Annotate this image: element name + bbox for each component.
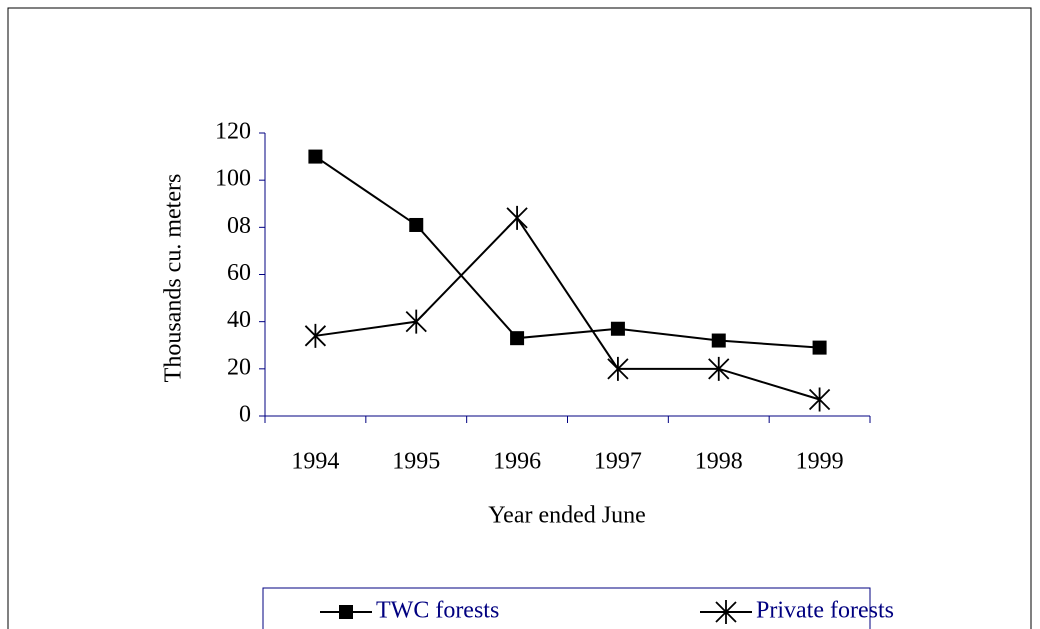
x-tick-label: 1997 xyxy=(594,449,642,475)
y-tick-label: 20 xyxy=(227,354,251,380)
data-point xyxy=(708,356,730,381)
y-tick-label: 40 xyxy=(227,307,251,333)
y-tick-label: 08 xyxy=(227,213,251,239)
x-tick-label: 1995 xyxy=(392,449,440,475)
y-tick-label: 0 xyxy=(239,402,251,428)
legend-box xyxy=(262,587,871,629)
legend-label: TWC forests xyxy=(376,598,499,624)
y-tick-label: 100 xyxy=(215,166,251,192)
data-point xyxy=(607,356,629,381)
x-tick-label: 1998 xyxy=(695,449,743,475)
series-line xyxy=(315,216,820,401)
y-axis-label: Thousands cu. meters xyxy=(161,174,187,383)
x-axis-label: Year ended June xyxy=(488,503,646,529)
data-point xyxy=(506,205,528,230)
y-tick-label: 60 xyxy=(227,260,251,286)
legend-marker xyxy=(339,605,353,619)
data-point xyxy=(308,149,323,164)
data-point xyxy=(405,309,427,334)
x-tick-label: 1994 xyxy=(291,449,339,475)
data-point xyxy=(409,217,424,232)
legend-label: Private forests xyxy=(756,598,894,624)
legend-marker xyxy=(715,600,737,624)
data-point xyxy=(711,333,726,348)
x-tick-label: 1999 xyxy=(796,449,844,475)
data-point xyxy=(304,323,327,348)
y-tick-label: 120 xyxy=(215,119,251,145)
data-point xyxy=(510,331,525,346)
data-point xyxy=(812,340,827,355)
series-line xyxy=(314,155,820,349)
data-point xyxy=(610,321,625,336)
x-tick-label: 1996 xyxy=(493,449,541,475)
data-point xyxy=(808,387,831,412)
frame xyxy=(7,7,1032,629)
